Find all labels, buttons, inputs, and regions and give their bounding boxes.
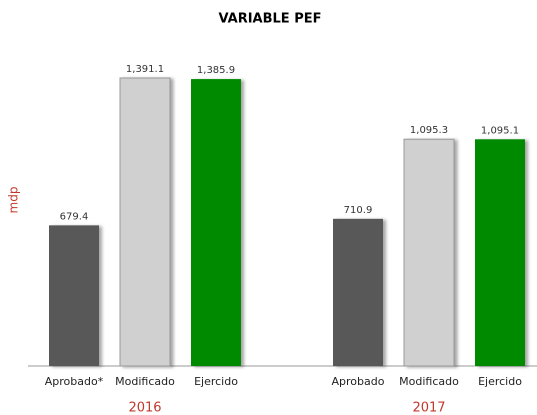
chart-title: VARIABLE PEF <box>218 12 321 27</box>
group-label: 2017 <box>412 401 445 415</box>
group-label: 2016 <box>128 401 161 415</box>
value-label: 710.9 <box>344 205 373 216</box>
value-label: 1,385.9 <box>197 65 235 76</box>
value-label: 1,095.3 <box>410 125 448 136</box>
bar <box>403 138 455 367</box>
category-label: Ejercido <box>194 375 238 388</box>
bar <box>475 139 525 366</box>
bar <box>49 225 99 366</box>
y-axis-label: mdp <box>7 187 21 214</box>
category-label: Modificado <box>399 375 459 388</box>
category-label: Ejercido <box>478 375 522 388</box>
value-label: 1,391.1 <box>126 64 164 75</box>
bar <box>191 79 241 366</box>
bar <box>333 218 383 366</box>
category-label: Aprobado* <box>45 375 104 388</box>
category-label: Modificado <box>115 375 175 388</box>
value-label: 1,095.1 <box>481 125 519 136</box>
value-label: 679.4 <box>60 211 89 222</box>
category-label: Aprobado <box>332 375 385 388</box>
bar <box>119 77 171 367</box>
